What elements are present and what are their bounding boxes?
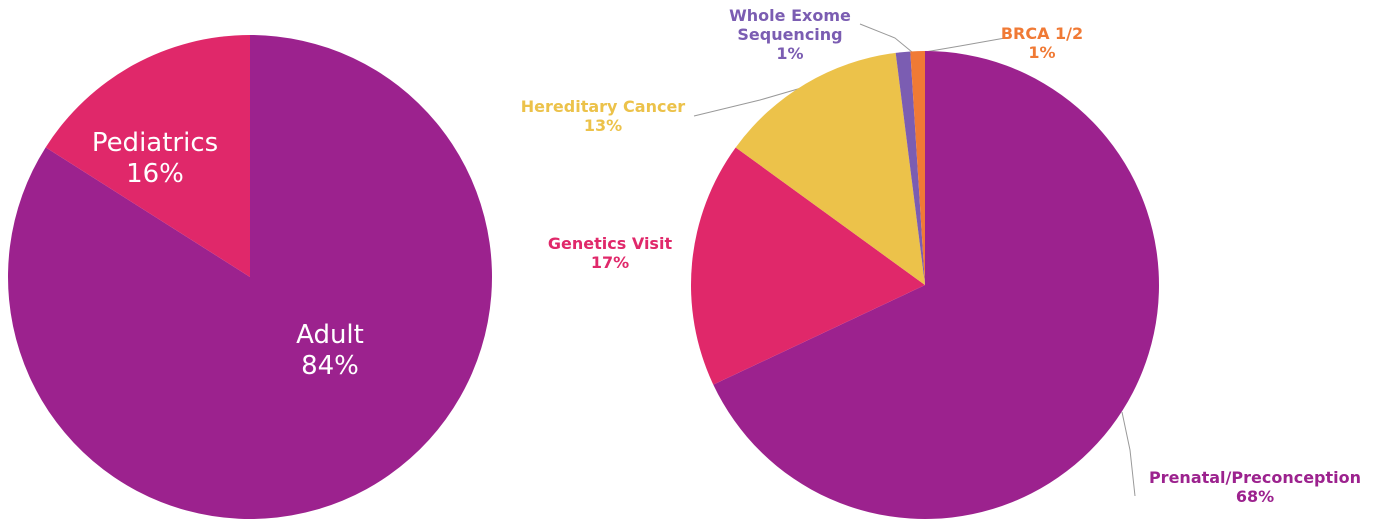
slice-label: Pediatrics [91, 128, 219, 158]
slice-label: Prenatal/Preconception [1148, 468, 1362, 487]
value-label: 84% [301, 351, 359, 381]
value-label: 17% [590, 253, 630, 272]
pie-slice [910, 51, 925, 285]
pie-slice [895, 51, 925, 285]
value-label: 1% [1028, 43, 1056, 62]
value-label: 16% [126, 159, 184, 189]
pie-slice [45, 35, 251, 277]
slice-label: Whole Exome Sequencing [729, 6, 851, 45]
value-label: 1% [776, 44, 804, 63]
pie-slice [7, 35, 492, 519]
pie-slice [713, 51, 1159, 519]
slice-label: Hereditary Cancer [520, 97, 686, 116]
slice-label: BRCA 1/2 [1000, 24, 1084, 43]
value-label: 68% [1235, 487, 1275, 506]
leader-line [1121, 411, 1136, 497]
value-label: 13% [583, 116, 623, 135]
leader-line [859, 23, 913, 53]
pie-slice [691, 147, 925, 385]
leader-line [924, 37, 1006, 53]
pie-slice [735, 52, 925, 286]
slice-label: Adult [296, 320, 364, 350]
slice-label: Genetics Visit [547, 234, 673, 253]
